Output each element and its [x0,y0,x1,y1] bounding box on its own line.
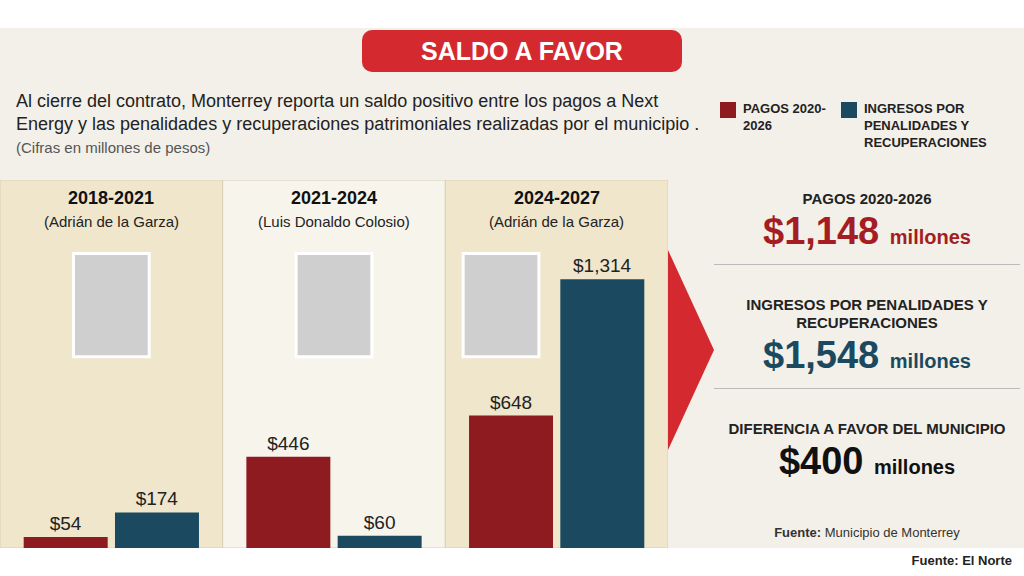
html-text:$1,148millones: $1,148millones [763,210,971,252]
html-text:PAGOS 2020-2026: PAGOS 2020-2026 [743,101,826,133]
html-text:SALDO A FAVOR: SALDO A FAVOR [421,37,623,65]
svg-text:$54: $54 [50,513,82,534]
html-text:Al cierre del contrato, Monter: Al cierre del contrato, Monterrey report… [16,91,700,134]
html-text:INGRESOS POR PENALIDADES Y REC: INGRESOS POR PENALIDADES Y RECUPERACIONE… [746,296,988,331]
html-text:INGRESOS POR PENALIDADES Y REC: INGRESOS POR PENALIDADES Y RECUPERACIONE… [864,101,987,150]
html-text:PAGOS 2020-2026: PAGOS 2020-2026 [802,190,932,207]
html-text:$400millones: $400millones [778,440,956,482]
svg-text:(Adrián de la Garza): (Adrián de la Garza) [44,213,179,230]
svg-text:(Luis Donaldo Colosio): (Luis Donaldo Colosio) [258,213,410,230]
svg-text:$1,314: $1,314 [573,255,632,276]
html-text:(Cifras en millones de pesos): (Cifras en millones de pesos) [16,139,211,156]
svg-text:$60: $60 [364,512,396,533]
svg-text:$174: $174 [136,488,179,509]
html-text:DIFERENCIA A FAVOR DEL MUNICIP: DIFERENCIA A FAVOR DEL MUNICIPIO [728,420,1006,437]
svg-text:2021-2024: 2021-2024 [291,188,377,208]
html-text:Fuente: Municipio de Monterrey: Fuente: Municipio de Monterrey [774,525,960,540]
svg-text:$446: $446 [267,433,309,454]
svg-text:2024-2027: 2024-2027 [514,188,600,208]
html-text:$1,548millones: $1,548millones [763,334,971,376]
svg-text:$648: $648 [490,392,532,413]
html-text:Fuente: El Norte: Fuente: El Norte [911,553,1012,568]
svg-text:(Adrián de la Garza): (Adrián de la Garza) [489,213,624,230]
svg-text:2018-2021: 2018-2021 [68,188,154,208]
